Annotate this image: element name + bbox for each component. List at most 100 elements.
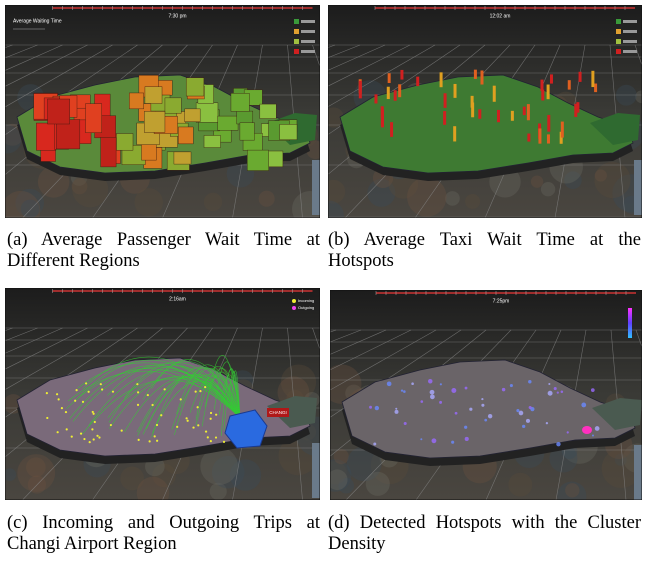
trip-point [85, 382, 87, 384]
time-label: 7:25pm [493, 298, 510, 304]
trip-point [101, 388, 103, 390]
hotspot-dot [488, 414, 492, 418]
legend-entry [301, 30, 315, 33]
legend-entry: Incoming [298, 298, 314, 303]
hotspot-dot [481, 404, 484, 407]
texture [259, 191, 275, 207]
trip-point [223, 441, 225, 443]
trip-point [65, 411, 67, 413]
trip-point [156, 424, 158, 426]
trip-point [197, 424, 199, 426]
colorbar [628, 308, 632, 338]
hotspot-dot [403, 390, 406, 393]
trip-point [149, 440, 151, 442]
hotspot-bar [547, 134, 550, 143]
legend-swatch [616, 29, 621, 34]
hotspot-dot [428, 379, 433, 384]
region-block [237, 111, 253, 124]
hotspot-dot [440, 383, 442, 385]
trip-point [199, 390, 201, 392]
hotspot-bar [480, 70, 483, 84]
hotspot-dot [432, 438, 437, 443]
hotspot-dot [373, 443, 376, 446]
trip-point [66, 428, 68, 430]
hotspot-dot [455, 412, 458, 415]
trip-point [137, 404, 139, 406]
hotspot-dot [556, 442, 560, 446]
hotspot-dot [439, 401, 442, 404]
hotspot-bar [374, 94, 377, 103]
hotspot-bar [511, 111, 514, 121]
legend-entry [301, 50, 315, 53]
region-block [129, 93, 143, 109]
trip-point [91, 428, 93, 430]
hotspot-dot [591, 388, 595, 392]
texture [407, 177, 447, 217]
legend-swatch [294, 49, 299, 54]
hotspot-dot [529, 406, 532, 409]
legend-entry [301, 40, 315, 43]
texture [366, 472, 390, 496]
hotspot-dot [592, 435, 594, 437]
region-block [240, 123, 255, 140]
trip-point [138, 439, 140, 441]
panel-c: 2:16amCHANGIIncomingOutgoing [5, 288, 320, 500]
caption: (b) Average Taxi Wait Time at the Hotspo… [328, 230, 641, 272]
trip-point [180, 398, 182, 400]
legend-swatch [294, 29, 299, 34]
legend-swatch [292, 299, 296, 303]
hotspot-dot [465, 437, 469, 441]
region-block [185, 109, 200, 122]
trip-point [137, 391, 139, 393]
hotspot-dot [464, 426, 467, 429]
hotspot-bar [493, 86, 496, 102]
hotspot-dot [430, 394, 435, 399]
region-block [174, 152, 191, 164]
hotspot-dot [481, 398, 483, 400]
hotspot-bar [547, 115, 550, 132]
trip-point [210, 440, 212, 442]
hotspot-dot [548, 391, 553, 396]
hotspot-dot [401, 389, 403, 391]
region-block [86, 104, 102, 133]
trip-point [82, 401, 84, 403]
hotspot-dot [451, 388, 456, 393]
side-panel [312, 160, 320, 215]
texture [508, 473, 532, 497]
region-block [116, 134, 133, 151]
hotspot-dot [420, 438, 422, 440]
texture [204, 193, 222, 211]
time-label: 2:16am [169, 296, 186, 302]
trip-point [61, 407, 63, 409]
hotspot-bar [453, 126, 456, 141]
legend-swatch [294, 19, 299, 24]
trip-point [46, 417, 48, 419]
trip-point [207, 436, 209, 438]
hotspot-bar [561, 122, 564, 138]
caption: (d) Detected Hotspots with the Cluster D… [328, 513, 641, 555]
region-block [186, 78, 204, 96]
hotspot-dot [595, 426, 600, 431]
side-panel [634, 160, 642, 215]
hotspot-dot [516, 409, 519, 412]
hotspot-bar [394, 90, 397, 101]
region-block [204, 135, 220, 147]
panel-b: 12:02 am [328, 5, 642, 218]
legend-swatch [616, 49, 621, 54]
hotspot-bar [400, 70, 403, 80]
texture [541, 182, 555, 196]
time-label: 7:30 pm [168, 13, 186, 19]
hotspot-bar [440, 72, 443, 87]
hotspot-bar [388, 73, 391, 83]
hotspot-dot [430, 390, 435, 395]
hotspot-bar [478, 109, 481, 118]
hotspot-dot [375, 406, 379, 410]
hotspot-dot [526, 419, 530, 423]
texture [531, 175, 543, 187]
region-block [144, 111, 165, 132]
hotspot-bar [390, 122, 393, 137]
legend-entry [623, 40, 637, 43]
hotspot-bar [359, 81, 362, 98]
hotspot-dot [557, 391, 559, 393]
